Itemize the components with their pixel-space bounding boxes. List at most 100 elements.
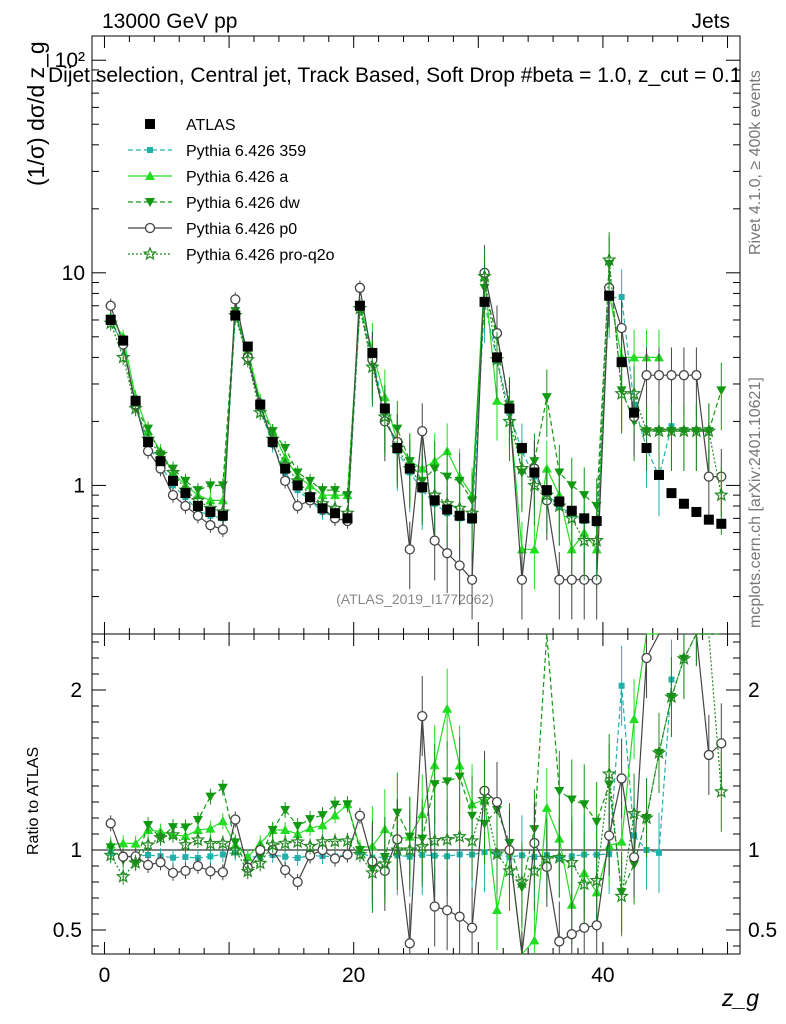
ratio-point-pq2o xyxy=(265,837,280,852)
data-point-p359 xyxy=(618,293,625,300)
ratio-point-dw xyxy=(591,817,602,827)
legend-marker-pq2o xyxy=(142,246,158,261)
ratio-point-pq2o xyxy=(539,850,555,865)
ratio-point-dw xyxy=(442,777,453,787)
data-point-atlas xyxy=(591,516,602,527)
data-point-pq2o xyxy=(365,359,380,374)
data-point-dw xyxy=(205,481,216,491)
data-point-atlas xyxy=(703,514,714,525)
ratio-point-p0 xyxy=(466,922,478,933)
ratio-point-p0 xyxy=(105,818,116,829)
legend-marker-atlas xyxy=(145,119,155,129)
ratio-point-p0 xyxy=(255,844,266,856)
data-point-p0 xyxy=(280,475,291,487)
data-point-atlas xyxy=(579,513,590,524)
data-point-p0 xyxy=(292,500,303,512)
ratio-point-pq2o xyxy=(240,863,256,878)
data-point-atlas xyxy=(678,498,689,509)
ratio-point-pq2o xyxy=(564,854,580,869)
ratio-point-p359 xyxy=(219,851,226,858)
ratio-point-pq2o xyxy=(178,837,193,851)
ratio-point-dw xyxy=(180,823,191,833)
data-point-pq2o xyxy=(714,487,729,502)
data-point-atlas xyxy=(492,352,502,363)
ratio-tick-label-0p5-right: 0.5 xyxy=(748,919,777,942)
ratio-point-pq2o xyxy=(228,842,243,857)
data-point-p0 xyxy=(180,500,191,512)
ratio-point-pq2o xyxy=(414,839,430,853)
ratio-point-pq2o xyxy=(390,842,405,857)
legend-marker-a xyxy=(145,171,155,180)
ratio-point-pq2o xyxy=(489,846,505,861)
data-point-p0 xyxy=(142,445,154,457)
ratio-panel-frame xyxy=(91,633,741,955)
ratio-point-p0 xyxy=(491,796,503,808)
ratio-point-dw xyxy=(566,795,577,805)
data-point-atlas xyxy=(230,310,241,321)
ratio-point-a xyxy=(442,703,453,713)
ratio-point-p0 xyxy=(404,938,415,949)
ratio-point-dw xyxy=(579,800,590,810)
legend-label-atlas: ATLAS xyxy=(186,117,236,134)
ratio-point-pq2o xyxy=(664,689,679,704)
data-point-atlas xyxy=(417,482,428,493)
ratio-point-pq2o xyxy=(676,651,692,665)
ratio-point-p359 xyxy=(618,682,625,689)
data-point-pq2o xyxy=(128,400,143,415)
data-point-p0 xyxy=(417,425,428,437)
data-point-pq2o xyxy=(651,423,667,438)
data-point-pq2o xyxy=(601,252,617,267)
data-point-pq2o xyxy=(614,386,629,400)
data-point-atlas xyxy=(566,505,577,516)
data-point-atlas xyxy=(454,510,465,521)
ratio-point-pq2o xyxy=(365,865,380,880)
ratio-point-p0 xyxy=(217,867,228,878)
data-point-atlas xyxy=(105,314,116,325)
ratio-tick-label-1-right: 1 xyxy=(748,839,760,862)
ratio-tick-label-1-left: 1 xyxy=(70,839,82,862)
ratio-point-p0 xyxy=(118,851,129,862)
ratio-point-pq2o xyxy=(302,838,318,853)
ratio-point-a xyxy=(118,838,129,848)
ratio-point-p359 xyxy=(170,854,176,861)
data-point-atlas xyxy=(205,506,216,517)
ratio-point-dw xyxy=(305,815,316,825)
ratio-point-a xyxy=(192,825,203,834)
data-point-a xyxy=(217,495,228,505)
legend-label-a: Pythia 6.426 a xyxy=(186,169,288,186)
data-point-p0 xyxy=(105,300,116,311)
data-point-atlas xyxy=(467,513,478,524)
series-line-pq2o xyxy=(110,259,722,542)
ratio-point-pq2o xyxy=(714,784,729,799)
data-point-p0 xyxy=(167,489,179,501)
header-right: Jets xyxy=(691,10,730,33)
data-point-a xyxy=(280,452,291,462)
ratio-point-dw xyxy=(292,822,303,831)
ratio-point-pq2o xyxy=(153,830,168,844)
data-point-atlas xyxy=(529,467,540,478)
data-point-dw xyxy=(579,491,590,501)
ratio-point-dw xyxy=(280,806,291,815)
data-point-dw xyxy=(566,481,577,491)
ratio-point-p359 xyxy=(207,853,214,860)
data-point-atlas xyxy=(367,347,378,358)
data-point-atlas xyxy=(342,513,353,524)
data-point-a xyxy=(529,544,540,554)
ratio-point-p0 xyxy=(180,865,191,877)
data-point-atlas xyxy=(516,442,527,453)
data-point-atlas xyxy=(554,496,565,507)
ratio-point-p0 xyxy=(354,810,366,821)
series-line-p0 xyxy=(110,272,722,582)
x-tick-label-40: 40 xyxy=(591,964,614,987)
data-point-atlas xyxy=(404,463,415,474)
ratio-point-p0 xyxy=(454,911,465,922)
data-point-p0 xyxy=(653,370,665,381)
data-point-atlas xyxy=(242,341,253,352)
ratio-point-p0 xyxy=(280,864,291,876)
legend-label-p359: Pythia 6.426 359 xyxy=(186,143,306,160)
data-point-dw xyxy=(591,502,602,512)
ratio-point-pq2o xyxy=(576,876,592,891)
ratio-point-pq2o xyxy=(552,849,567,864)
ratio-point-pq2o xyxy=(464,833,480,848)
